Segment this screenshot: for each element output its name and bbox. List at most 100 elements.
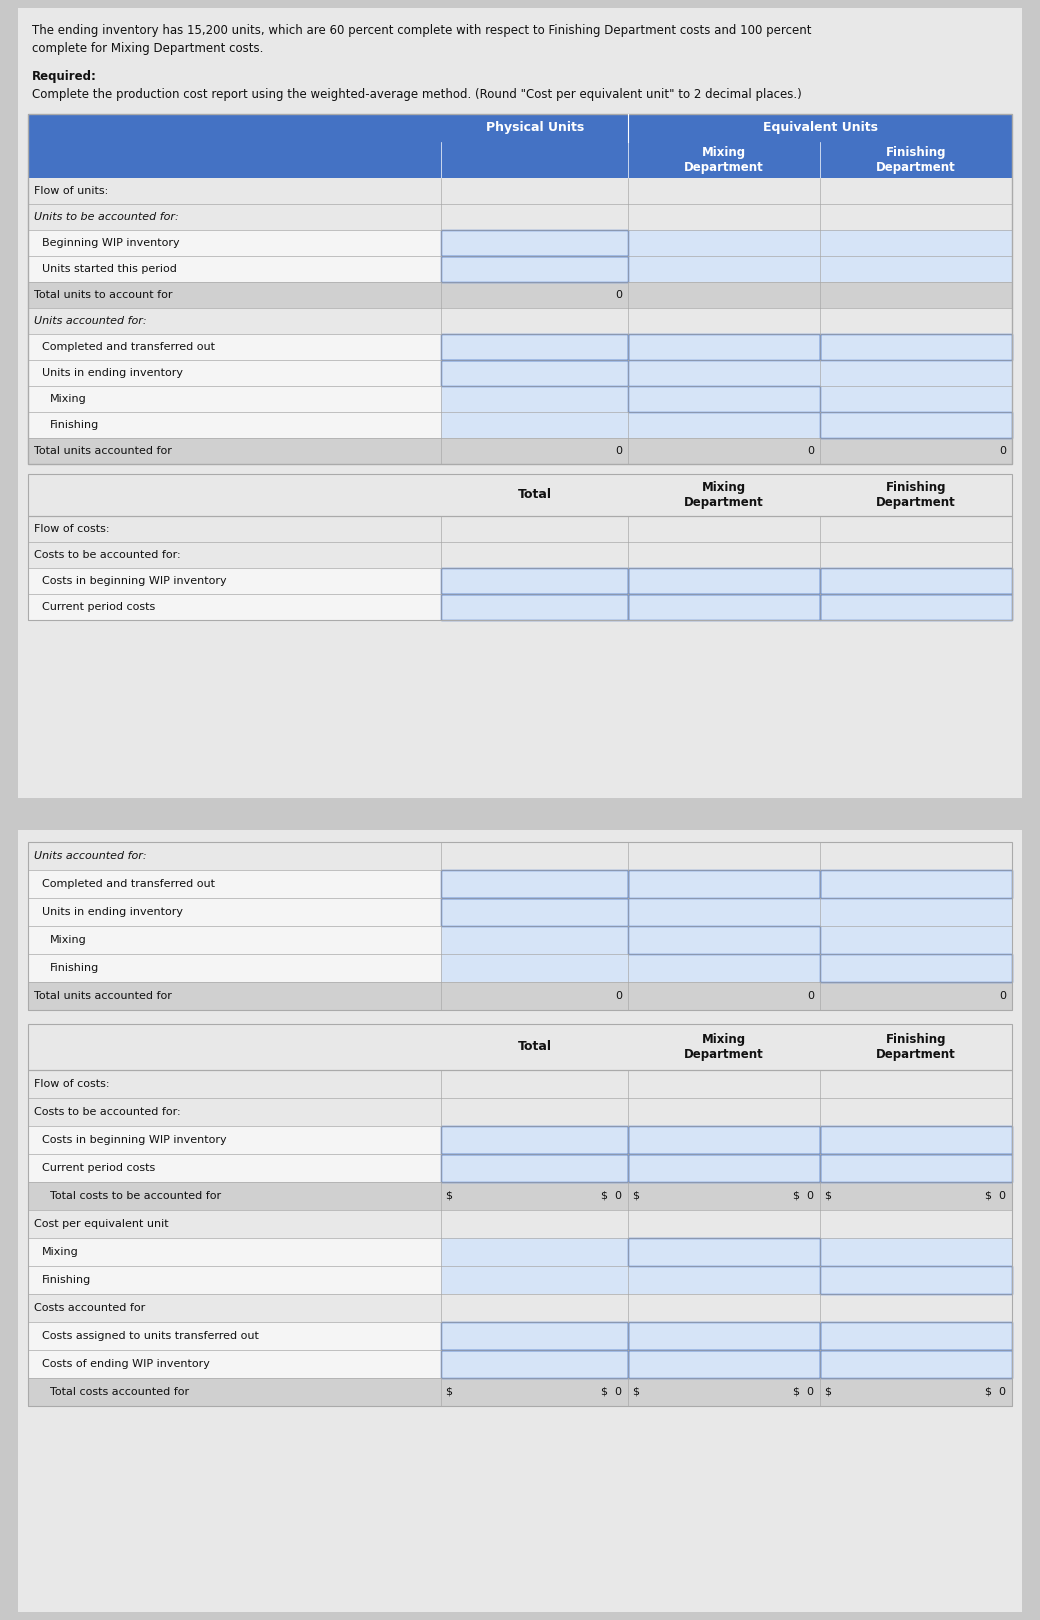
Bar	[821, 517, 1012, 543]
Bar	[28, 517, 1012, 620]
Bar	[441, 204, 628, 230]
Bar	[441, 1379, 628, 1406]
Bar	[28, 1069, 1012, 1406]
Bar	[628, 204, 821, 230]
Text: $  0: $ 0	[985, 1387, 1006, 1396]
Text: Physical Units: Physical Units	[486, 122, 583, 134]
Bar	[628, 256, 821, 282]
Text: $: $	[632, 1191, 640, 1200]
Bar	[628, 927, 821, 954]
Text: 0: 0	[807, 446, 814, 455]
Bar	[821, 982, 1012, 1009]
Bar	[28, 543, 441, 569]
Bar	[28, 1153, 441, 1183]
Bar	[821, 411, 1012, 437]
Bar	[28, 386, 441, 411]
Bar	[441, 1210, 628, 1238]
Bar	[441, 1098, 628, 1126]
Bar	[628, 178, 821, 204]
Bar	[821, 334, 1012, 360]
Bar	[28, 437, 441, 463]
Bar	[821, 870, 1012, 897]
Bar	[821, 1210, 1012, 1238]
Bar	[28, 1183, 441, 1210]
Bar	[28, 842, 1012, 1009]
Text: $: $	[445, 1191, 452, 1200]
Bar	[628, 334, 821, 360]
Bar	[821, 1265, 1012, 1294]
Text: The ending inventory has 15,200 units, which are 60 percent complete with respec: The ending inventory has 15,200 units, w…	[32, 24, 811, 37]
Bar	[28, 1379, 441, 1406]
Bar	[628, 1238, 821, 1265]
Bar	[441, 1238, 628, 1265]
Bar	[821, 411, 1012, 437]
Text: $: $	[824, 1387, 831, 1396]
Text: Finishing: Finishing	[50, 962, 99, 974]
Bar	[441, 386, 628, 411]
Bar	[441, 308, 628, 334]
Text: Costs to be accounted for:: Costs to be accounted for:	[34, 1106, 181, 1118]
Text: 0: 0	[999, 991, 1006, 1001]
Bar	[821, 204, 1012, 230]
Text: Cost per equivalent unit: Cost per equivalent unit	[34, 1218, 168, 1230]
Bar	[821, 475, 1012, 517]
Bar	[821, 1294, 1012, 1322]
Bar	[628, 1183, 821, 1210]
Bar	[628, 1294, 821, 1322]
Bar	[28, 1322, 441, 1349]
Text: complete for Mixing Department costs.: complete for Mixing Department costs.	[32, 42, 263, 55]
Bar	[628, 954, 821, 982]
Text: Costs in beginning WIP inventory: Costs in beginning WIP inventory	[42, 577, 227, 586]
Bar	[821, 569, 1012, 595]
Bar	[821, 927, 1012, 954]
Text: $  0: $ 0	[794, 1191, 814, 1200]
Bar	[441, 569, 628, 595]
Bar	[28, 842, 441, 870]
Text: Costs to be accounted for:: Costs to be accounted for:	[34, 551, 181, 561]
Bar	[441, 1322, 628, 1349]
Text: 0: 0	[616, 991, 622, 1001]
Bar	[28, 282, 441, 308]
Text: Costs assigned to units transferred out: Costs assigned to units transferred out	[42, 1332, 259, 1341]
Text: Complete the production cost report using the weighted-average method. (Round "C: Complete the production cost report usin…	[32, 87, 802, 100]
Text: Flow of costs:: Flow of costs:	[34, 523, 109, 535]
Bar	[441, 954, 628, 982]
Text: Mixing
Department: Mixing Department	[684, 481, 764, 509]
Bar	[821, 178, 1012, 204]
Bar	[821, 897, 1012, 927]
Text: Mixing: Mixing	[42, 1247, 79, 1257]
Bar	[628, 437, 821, 463]
Bar	[628, 334, 821, 360]
Bar	[28, 927, 441, 954]
Text: Mixing: Mixing	[50, 394, 86, 403]
Bar	[441, 595, 628, 620]
Bar	[441, 1349, 628, 1379]
Text: 0: 0	[616, 446, 622, 455]
Bar	[28, 411, 441, 437]
Bar	[628, 1210, 821, 1238]
Bar	[441, 1349, 628, 1379]
Bar	[441, 595, 628, 620]
Bar	[821, 256, 1012, 282]
Text: $  0: $ 0	[601, 1191, 622, 1200]
Bar	[821, 1024, 1012, 1069]
Bar	[441, 360, 628, 386]
Bar	[821, 334, 1012, 360]
Bar	[441, 982, 628, 1009]
Bar	[441, 256, 628, 282]
Bar	[821, 1069, 1012, 1098]
Bar	[628, 386, 821, 411]
Bar	[628, 543, 821, 569]
Bar	[28, 1265, 441, 1294]
Bar	[628, 386, 821, 411]
Text: Current period costs: Current period costs	[42, 603, 155, 612]
Bar	[628, 308, 821, 334]
Text: Current period costs: Current period costs	[42, 1163, 155, 1173]
Bar	[441, 927, 628, 954]
Bar	[628, 927, 821, 954]
Text: Total costs to be accounted for: Total costs to be accounted for	[50, 1191, 222, 1200]
Bar	[821, 1322, 1012, 1349]
Bar	[441, 897, 628, 927]
Bar	[628, 411, 821, 437]
Text: Costs of ending WIP inventory: Costs of ending WIP inventory	[42, 1359, 210, 1369]
